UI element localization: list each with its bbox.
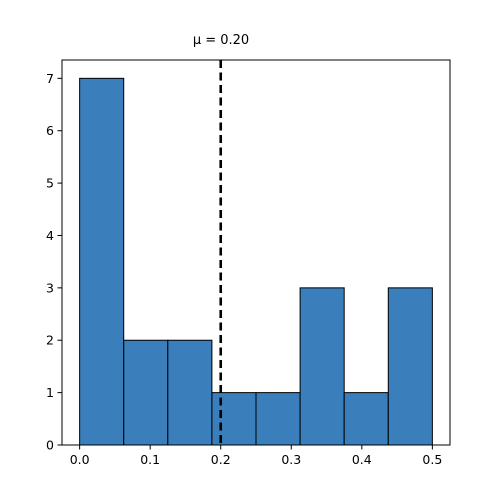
histogram-bar: [211, 392, 257, 446]
y-tick-label: 4: [46, 228, 54, 243]
plot-frame: [61, 59, 451, 446]
x-tick-label: 0.3: [281, 452, 301, 467]
y-tick-label: 3: [46, 280, 54, 295]
histogram-bar: [387, 287, 433, 446]
x-axis-ticks: 0.0 0.1 0.2 0.3 0.4 0.5: [70, 445, 442, 467]
y-tick-label: 0: [46, 438, 54, 453]
x-tick-label: 0.1: [140, 452, 160, 467]
x-tick-label: 0.2: [211, 452, 231, 467]
y-tick-label: 6: [46, 123, 54, 138]
histogram-bars: [79, 77, 433, 446]
histogram-bar: [299, 287, 345, 446]
y-tick-label: 7: [46, 71, 54, 86]
y-tick-label: 5: [46, 176, 54, 191]
y-axis-ticks: 0 1 2 3 4 5 6 7: [46, 71, 62, 453]
histogram-bar: [343, 392, 389, 446]
y-tick-label: 2: [46, 333, 54, 348]
histogram-bar: [255, 392, 301, 446]
histogram-bar: [167, 339, 213, 446]
x-tick-label: 0.5: [422, 452, 442, 467]
histogram-bar: [79, 77, 125, 446]
histogram-bar: [123, 339, 169, 446]
x-tick-label: 0.4: [352, 452, 372, 467]
chart-title: μ = 0.20: [193, 33, 249, 48]
y-tick-label: 1: [46, 385, 54, 400]
x-tick-label: 0.0: [70, 452, 90, 467]
